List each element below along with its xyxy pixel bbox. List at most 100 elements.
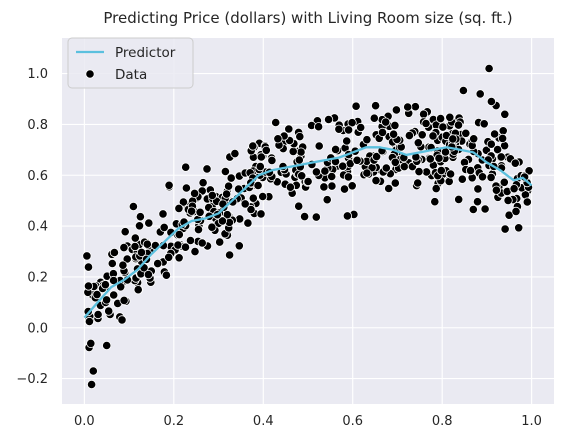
- data-point: [215, 237, 225, 247]
- data-point: [82, 251, 92, 261]
- data-point: [370, 101, 381, 111]
- data-point: [88, 366, 98, 376]
- data-point: [475, 89, 485, 99]
- data-point: [436, 166, 446, 176]
- data-point: [500, 109, 510, 119]
- data-point: [207, 190, 217, 200]
- data-point: [122, 254, 132, 264]
- data-point: [303, 176, 313, 187]
- data-point: [93, 309, 103, 320]
- data-point: [319, 182, 329, 192]
- data-point: [486, 139, 496, 149]
- data-point: [273, 134, 283, 144]
- data-point: [390, 157, 400, 167]
- data-point: [484, 63, 494, 74]
- data-point: [413, 138, 423, 148]
- data-point: [381, 163, 391, 173]
- data-point: [465, 166, 476, 176]
- data-point: [342, 211, 352, 221]
- data-point: [109, 290, 119, 300]
- data-point: [323, 114, 334, 125]
- data-point: [347, 118, 357, 128]
- data-point: [153, 258, 163, 269]
- data-point: [311, 212, 321, 222]
- data-point: [246, 204, 256, 215]
- data-point: [477, 172, 488, 182]
- data-point: [159, 222, 169, 232]
- data-point: [193, 225, 204, 235]
- data-point: [174, 230, 184, 240]
- data-point: [472, 197, 483, 207]
- data-point: [369, 113, 379, 123]
- x-tick-label: 0.4: [253, 414, 274, 429]
- legend-box: [67, 37, 194, 89]
- data-point: [330, 144, 341, 154]
- data-point: [418, 109, 429, 119]
- data-point: [198, 178, 208, 188]
- data-point: [352, 155, 362, 165]
- data-point: [217, 216, 227, 226]
- data-point: [445, 112, 455, 122]
- data-point: [133, 285, 143, 295]
- data-point: [297, 171, 307, 181]
- data-point: [445, 169, 456, 179]
- data-point: [248, 193, 258, 203]
- data-point: [144, 218, 154, 228]
- data-point: [503, 195, 513, 205]
- data-point: [83, 262, 94, 272]
- data-point: [510, 158, 520, 168]
- data-point: [130, 241, 140, 252]
- plot-background: [62, 38, 554, 404]
- data-point: [311, 167, 321, 177]
- data-point: [399, 162, 409, 172]
- data-point: [158, 209, 168, 219]
- data-point: [461, 128, 471, 138]
- data-point: [338, 161, 348, 171]
- data-point: [313, 122, 324, 132]
- data-point: [130, 233, 140, 243]
- data-point: [342, 136, 352, 146]
- data-point: [102, 295, 112, 305]
- data-point: [431, 184, 441, 194]
- y-tick-label: 0.8: [27, 118, 48, 133]
- data-point: [435, 114, 446, 124]
- data-point: [425, 154, 435, 164]
- data-point: [511, 206, 521, 216]
- data-point: [135, 212, 145, 222]
- data-point: [248, 141, 258, 151]
- data-point: [299, 212, 310, 222]
- data-point: [102, 340, 112, 351]
- x-tick-label: 0.0: [74, 414, 95, 429]
- data-point: [356, 122, 366, 133]
- data-point: [120, 227, 130, 237]
- data-point: [284, 124, 294, 134]
- data-point: [514, 223, 524, 233]
- legend-data-label: Data: [115, 67, 147, 83]
- data-point: [343, 125, 354, 135]
- data-point: [391, 105, 401, 115]
- data-point: [295, 132, 305, 142]
- data-point: [207, 222, 217, 232]
- data-point: [314, 141, 324, 151]
- data-point: [453, 120, 464, 130]
- data-point: [174, 253, 184, 263]
- data-point: [351, 101, 361, 111]
- data-point: [522, 197, 532, 207]
- data-point: [258, 191, 268, 202]
- y-tick-label: −0.2: [16, 372, 48, 387]
- data-point: [492, 145, 503, 155]
- y-tick-label: 1.0: [27, 67, 48, 82]
- data-point: [161, 270, 171, 280]
- data-point: [83, 281, 94, 291]
- y-tick-label: 0.2: [27, 270, 48, 285]
- data-point: [444, 176, 454, 187]
- data-point: [240, 199, 250, 209]
- data-point: [117, 315, 127, 325]
- data-point: [362, 168, 372, 178]
- data-point: [195, 207, 205, 217]
- data-point: [320, 166, 330, 176]
- legend: Predictor Data: [67, 37, 194, 89]
- data-point: [185, 235, 196, 246]
- y-tick-label: 0.0: [27, 321, 48, 336]
